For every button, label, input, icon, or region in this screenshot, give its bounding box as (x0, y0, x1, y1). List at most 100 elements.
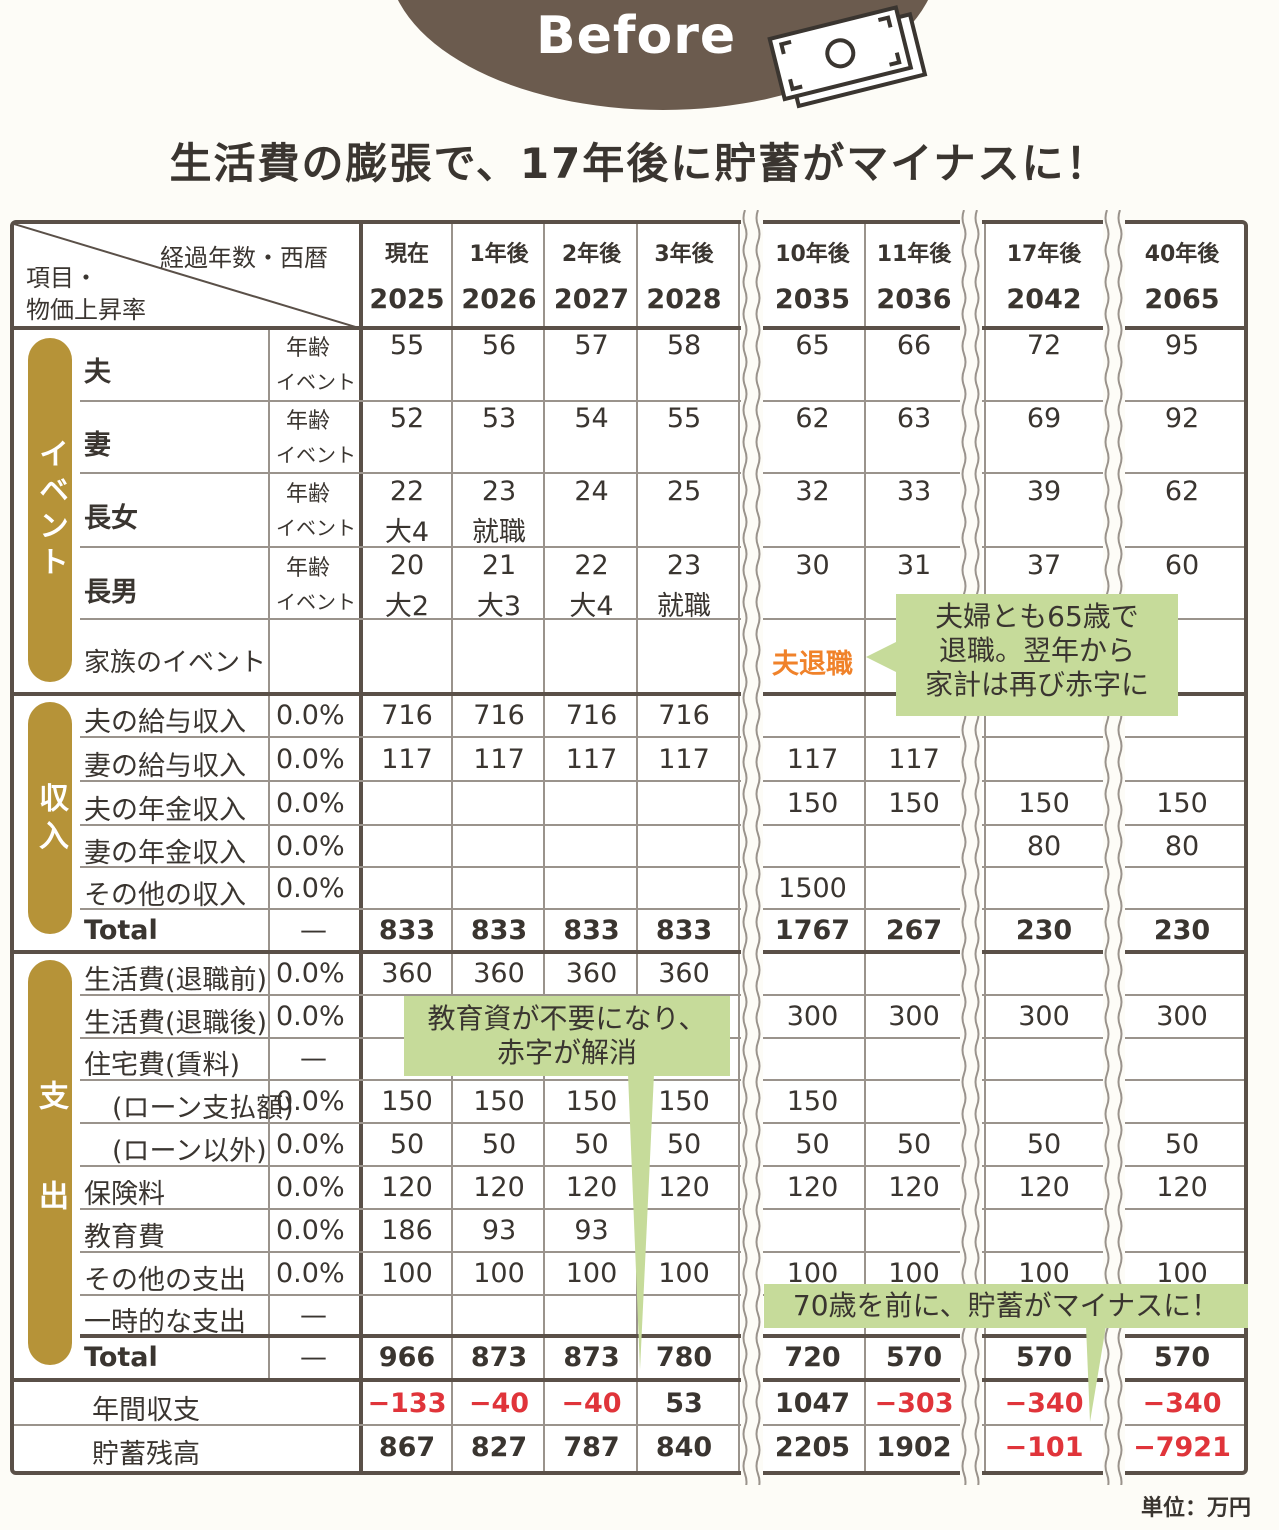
savings-cell: 787 (563, 1432, 620, 1463)
income-cell: 150 (1018, 788, 1070, 819)
expense-row-label: (ローン以外) (112, 1136, 267, 1167)
callout-minus: 70歳を前に、貯蓄がマイナスに！ (764, 1284, 1248, 1328)
row-divider (80, 546, 1244, 548)
column-divider (268, 328, 270, 1378)
corner-top-label: 経過年数・西暦 (160, 244, 328, 272)
expense-cell: 50 (896, 1129, 932, 1160)
age-sublabel: 年齢 (286, 336, 331, 361)
expense-cell: 100 (888, 1258, 940, 1289)
money-icon (767, 5, 928, 109)
age-cell: 37 (1026, 550, 1062, 581)
callout-education: 教育資が不要になり、 赤字が解消 (404, 996, 730, 1076)
column-header-label: 2年後 (561, 242, 622, 267)
expense-cell: 300 (786, 1001, 839, 1032)
expense-cell: 50 (795, 1129, 830, 1160)
column-divider (984, 224, 986, 1471)
income-total-cell: 833 (378, 915, 436, 946)
balance-cell: −340 (1004, 1388, 1084, 1419)
income-cell: 150 (888, 788, 940, 819)
expense-cell: 120 (786, 1172, 839, 1203)
age-cell: 31 (896, 550, 932, 581)
column-header-year: 2026 (461, 284, 537, 315)
callout-retirement: 夫婦とも65歳で 退職。翌年から 家計は再び赤字に (896, 594, 1178, 716)
column-header-year: 2035 (774, 284, 851, 315)
expense-row-rate: 0.0% (276, 1258, 345, 1289)
income-cell: 117 (658, 744, 710, 775)
age-cell: 62 (1164, 476, 1200, 507)
column-divider (543, 224, 545, 1471)
expense-cell: 120 (565, 1172, 618, 1203)
row-divider (14, 326, 1244, 330)
expense-row-rate: 0.0% (276, 1129, 345, 1160)
expense-row-label: その他の支出 (84, 1265, 246, 1296)
age-cell: 32 (795, 476, 830, 507)
age-cell: 65 (795, 330, 830, 361)
income-total-label: Total (84, 915, 158, 946)
age-cell: 33 (896, 476, 932, 507)
savings-cell: 2205 (774, 1432, 851, 1463)
age-cell: 25 (666, 476, 702, 507)
event-sublabel: イベント (276, 516, 356, 540)
expense-cell: 100 (565, 1258, 618, 1289)
row-divider (80, 736, 1244, 738)
row-divider (80, 1079, 1244, 1081)
callout-education-line-2: 赤字が解消 (496, 1036, 637, 1069)
income-total-cell: 230 (1015, 915, 1073, 946)
income-cell: 716 (381, 700, 433, 731)
expense-cell: 100 (473, 1258, 525, 1289)
savings-cell: −101 (1004, 1432, 1084, 1463)
person-name: 長女 (84, 503, 138, 534)
expense-cell: 100 (658, 1258, 710, 1289)
expense-cell: 100 (381, 1258, 433, 1289)
age-cell: 95 (1164, 330, 1200, 361)
expense-cell: 50 (481, 1129, 517, 1160)
age-cell: 63 (896, 403, 932, 434)
age-cell: 22 (389, 476, 425, 507)
income-cell: 80 (1026, 831, 1062, 862)
before-label: Before (536, 6, 737, 66)
income-row-rate: 0.0% (276, 831, 345, 862)
age-cell: 92 (1164, 403, 1200, 434)
event-cell: 就職 (472, 517, 526, 548)
callout-education-line-1: 教育資が不要になり、 (427, 1002, 707, 1035)
expense-cell: 93 (481, 1215, 517, 1246)
expense-cell: 120 (1156, 1172, 1208, 1203)
expense-total-cell: 720 (784, 1342, 841, 1373)
row-divider (80, 1334, 1244, 1338)
expense-row-rate: 0.0% (276, 1001, 345, 1032)
balance-cell: 1047 (774, 1388, 851, 1419)
balance-cell: −133 (367, 1388, 447, 1419)
expense-cell: 360 (565, 958, 618, 989)
income-row-rate: 0.0% (276, 788, 345, 819)
expense-cell: 300 (888, 1001, 940, 1032)
savings-cell: 840 (655, 1432, 713, 1463)
column-header-year: 2027 (553, 284, 630, 315)
callout-retirement-line-2: 退職。翌年から (938, 634, 1135, 667)
income-row-label: 夫の給与収入 (84, 707, 246, 738)
expense-total-cell: 966 (378, 1342, 436, 1373)
expense-cell: 100 (1018, 1258, 1070, 1289)
section-event-label: イベント (33, 438, 68, 582)
income-cell: 716 (658, 700, 710, 731)
column-header-year: 2028 (646, 284, 722, 315)
event-cell: 就職 (657, 591, 711, 622)
income-row-label: 夫の年金収入 (84, 795, 246, 826)
expense-total-cell: 570 (1015, 1342, 1073, 1373)
expense-total-cell: 570 (885, 1342, 943, 1373)
person-name: 妻 (84, 430, 111, 461)
expense-cell: 300 (1018, 1001, 1070, 1032)
expense-row-label: 生活費(退職前) (84, 965, 268, 996)
unit-label: 単位：万円 (1140, 1496, 1251, 1521)
expense-row-rate: — (300, 1043, 327, 1074)
expense-cell: 100 (786, 1258, 839, 1289)
age-cell: 72 (1026, 330, 1062, 361)
age-cell: 23 (666, 550, 702, 581)
expense-row-rate: 0.0% (276, 1086, 345, 1117)
row-divider (80, 472, 1244, 474)
expense-cell: 50 (666, 1129, 702, 1160)
expense-row-rate: 0.0% (276, 1215, 345, 1246)
row-divider (14, 1424, 1244, 1426)
section-income-pill: 収入 (28, 702, 72, 934)
corner-diagonal (14, 224, 359, 328)
expense-cell: 93 (574, 1215, 609, 1246)
